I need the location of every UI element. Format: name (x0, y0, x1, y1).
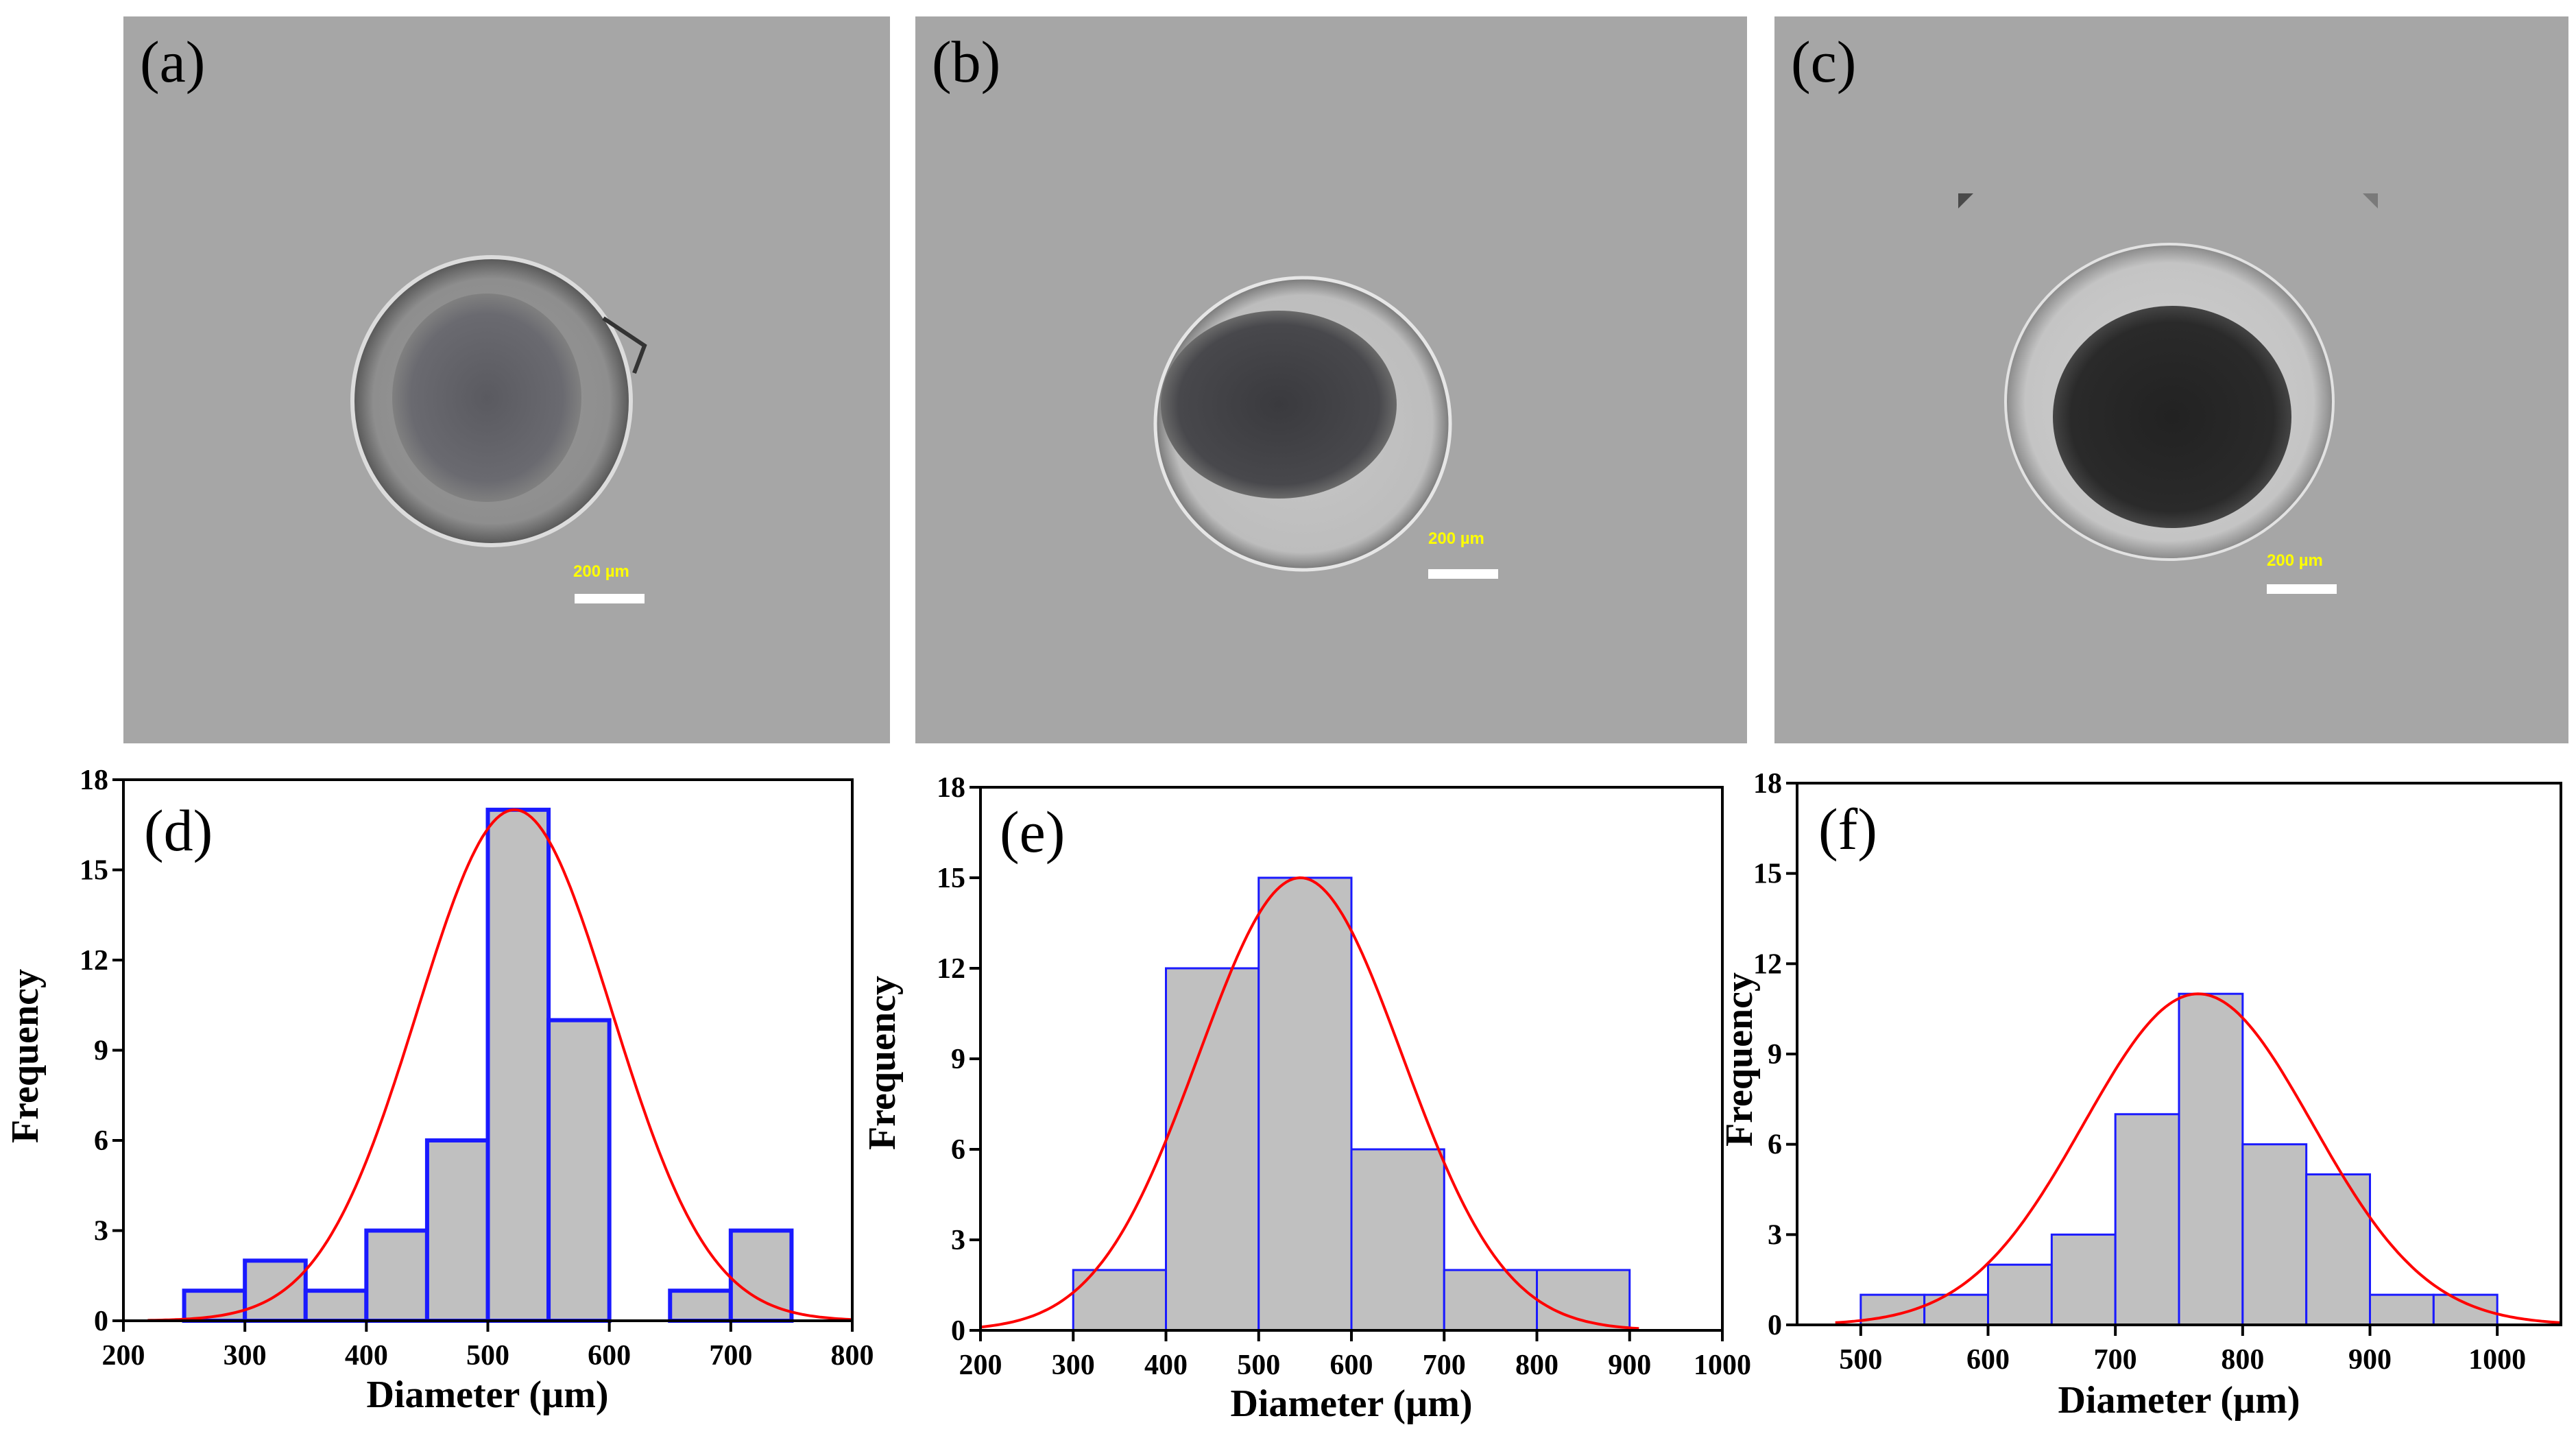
scale-label-b: 200 µm (1428, 529, 1484, 548)
x-tick-label: 1000 (2468, 1344, 2526, 1376)
y-tick-label: 0 (951, 1315, 965, 1347)
x-tick-label: 800 (831, 1340, 874, 1372)
histogram-bar (1257, 876, 1353, 1332)
y-axis-label: Frequency (861, 976, 904, 1150)
panel-label: (d) (144, 798, 213, 863)
y-tick-label: 15 (80, 855, 108, 887)
x-axis-label: Diameter (µm) (2058, 1379, 2300, 1422)
x-axis-label: Diameter (µm) (1230, 1382, 1472, 1425)
scale-bar-c (2267, 584, 2337, 594)
histogram-bar (2432, 1293, 2499, 1326)
histogram-bar (243, 1258, 308, 1324)
y-tick-label: 15 (937, 863, 965, 894)
histogram-bar (1443, 1269, 1538, 1332)
y-tick-label: 15 (1753, 859, 1782, 890)
histogram-bar (485, 807, 551, 1324)
bead-c (1958, 193, 2378, 561)
scale-label-c: 200 µm (2267, 551, 2323, 570)
x-tick-label: 600 (1330, 1350, 1373, 1381)
histogram-bar (364, 1228, 429, 1323)
y-tick-label: 3 (1768, 1219, 1782, 1251)
panel-label-b: (b) (932, 29, 1001, 95)
bead-a (350, 255, 647, 547)
x-tick-label: 700 (2094, 1344, 2137, 1376)
panel-label: (f) (1818, 796, 1877, 862)
histogram-bar (424, 1138, 490, 1323)
x-tick-label: 300 (1052, 1350, 1095, 1381)
micrograph-b: (b) 200 µm (915, 16, 1747, 743)
histogram-bar (2050, 1233, 2117, 1326)
histogram-bar (2114, 1113, 2180, 1326)
y-tick-label: 9 (1768, 1039, 1782, 1070)
y-tick-label: 0 (94, 1306, 108, 1337)
y-tick-label: 6 (1768, 1129, 1782, 1161)
micrograph-a: (a) 200 µm (123, 16, 890, 743)
x-tick-label: 1000 (1694, 1350, 1751, 1381)
x-tick-label: 600 (1966, 1344, 2010, 1376)
y-tick-label: 18 (1753, 768, 1782, 800)
x-tick-label: 600 (588, 1340, 631, 1372)
x-tick-label: 500 (1839, 1344, 1882, 1376)
histogram-bar (1923, 1293, 1990, 1326)
x-tick-label: 500 (466, 1340, 509, 1372)
x-tick-label: 700 (1423, 1350, 1466, 1381)
histogram-bar (1165, 967, 1260, 1332)
x-tick-label: 800 (2221, 1344, 2264, 1376)
x-tick-label: 200 (959, 1350, 1002, 1381)
x-tick-label: 800 (1515, 1350, 1558, 1381)
histogram-bar (1350, 1148, 1445, 1332)
histogram-bar (728, 1228, 794, 1323)
y-tick-label: 0 (1768, 1310, 1782, 1341)
panel-label-a: (a) (140, 29, 206, 95)
scale-label-a: 200 µm (573, 562, 629, 581)
panel-label: (e) (1000, 799, 1065, 865)
y-tick-label: 9 (94, 1035, 108, 1067)
y-tick-label: 18 (80, 765, 108, 796)
y-axis-label: Frequency (4, 969, 47, 1143)
chart-f: 0 3 6 9 12 15 18 500 600 700 800 900 1000 (f) Diameter… (1718, 768, 2562, 1422)
histogram-bar (1987, 1263, 2053, 1326)
histogram-bar (303, 1289, 369, 1323)
histogram-bar (2241, 1143, 2308, 1326)
histogram-bar (668, 1289, 733, 1323)
y-tick-label: 3 (951, 1225, 965, 1256)
x-tick-label: 400 (1144, 1350, 1188, 1381)
gaussian-fit-line (1835, 992, 2562, 1324)
y-tick-label: 12 (1753, 948, 1782, 980)
histogram-bar (546, 1018, 612, 1323)
micrograph-c: (c) 200 µm (1774, 16, 2568, 743)
x-tick-label: 300 (224, 1340, 267, 1372)
histogram-bar (2178, 992, 2244, 1326)
chart-d: 0 3 6 9 12 15 18 200 300 400 500 600 700 800 (d) Diamet… (4, 765, 874, 1416)
y-tick-label: 6 (951, 1134, 965, 1166)
scale-bar-b (1428, 569, 1498, 579)
y-axis-label: Frequency (1718, 972, 1761, 1147)
gaussian-fit-line (980, 876, 1639, 1330)
bead-b (1153, 276, 1452, 572)
y-tick-label: 9 (951, 1044, 965, 1075)
chart-e: 0 3 6 9 12 15 18 200 300 400 500 600 700 800 900 1000 (e… (861, 772, 1751, 1425)
y-tick-label: 6 (94, 1125, 108, 1157)
x-tick-label: 400 (345, 1340, 388, 1372)
histogram-bar (2369, 1293, 2435, 1326)
y-tick-label: 18 (937, 772, 965, 804)
gaussian-fit-line (147, 808, 853, 1322)
x-axis-label: Diameter (µm) (366, 1374, 608, 1416)
scale-bar-a (575, 594, 645, 603)
y-tick-label: 3 (94, 1216, 108, 1247)
y-tick-label: 12 (937, 953, 965, 985)
x-tick-label: 900 (1608, 1350, 1651, 1381)
x-tick-label: 900 (2348, 1344, 2392, 1376)
y-tick-label: 12 (80, 945, 108, 977)
histogram-bar (2305, 1173, 2372, 1326)
x-tick-label: 200 (102, 1340, 145, 1372)
x-tick-label: 500 (1237, 1350, 1280, 1381)
x-tick-label: 700 (709, 1340, 752, 1372)
panel-label-c: (c) (1791, 29, 1857, 95)
